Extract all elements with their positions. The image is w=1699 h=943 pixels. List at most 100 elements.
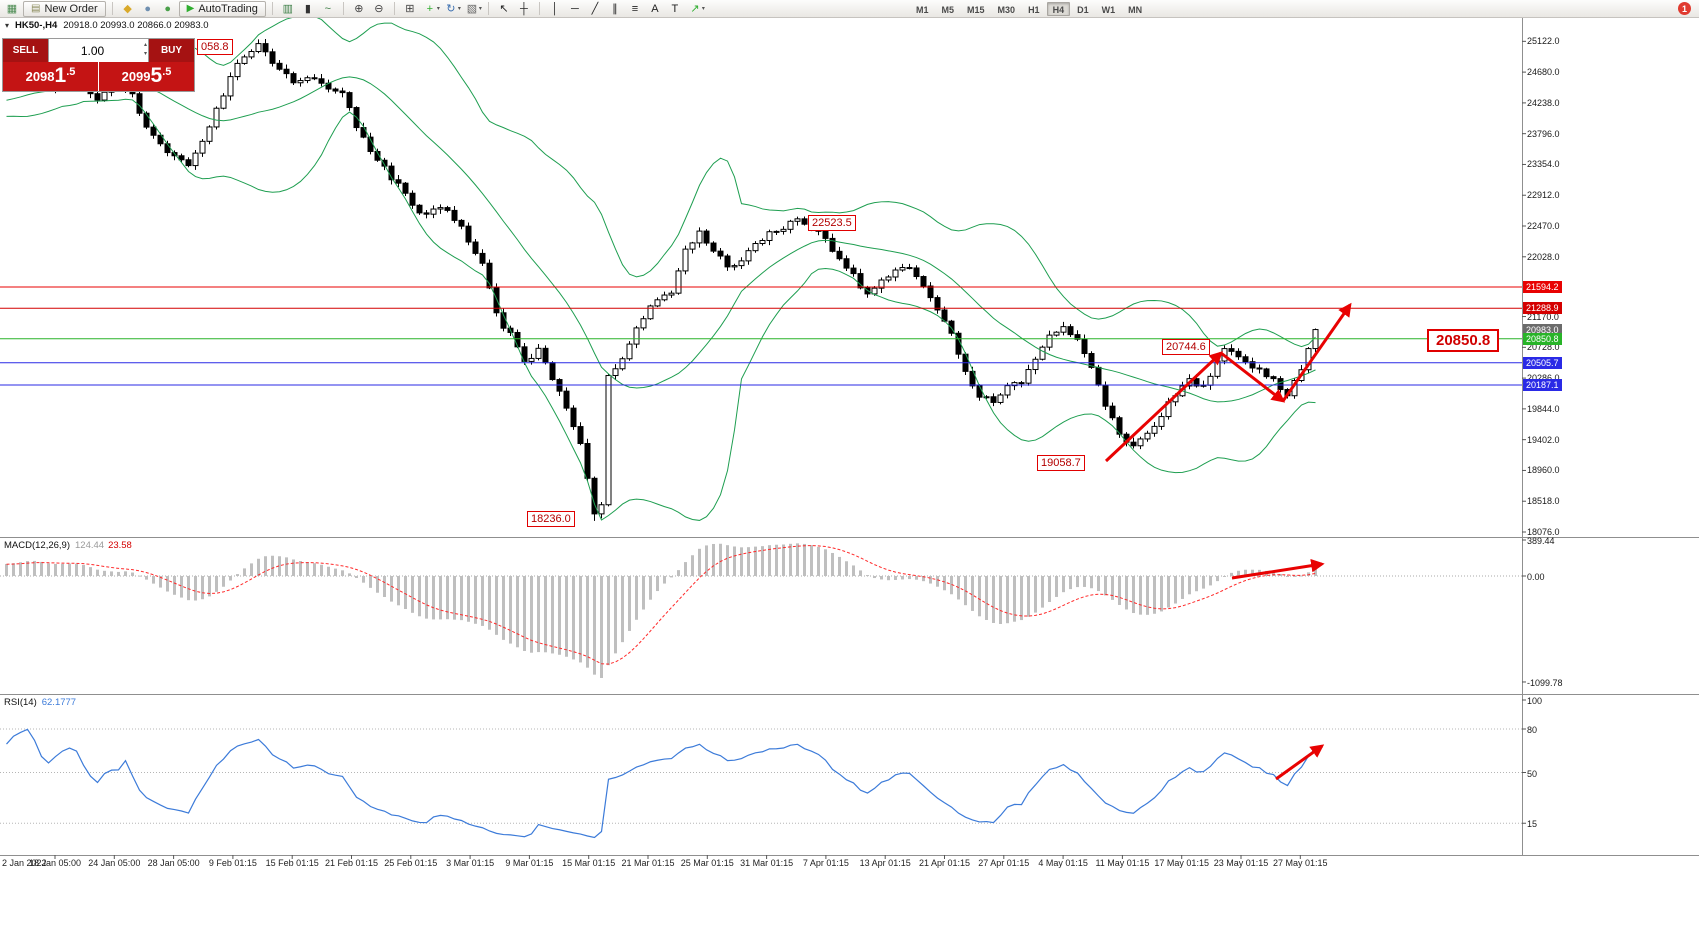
cursor-icon[interactable]: ↖ — [499, 2, 509, 15]
chevron-down-icon[interactable]: ▾ — [5, 21, 10, 30]
scripts-icon[interactable]: ● — [144, 2, 151, 15]
buy-price-main: 2099 — [121, 69, 151, 84]
toolbar-separator — [271, 2, 273, 15]
market-watch-icon[interactable]: ● — [164, 2, 171, 15]
time-axis-label: 9 Feb 01:15 — [208, 858, 257, 868]
play-icon: ▶ — [186, 3, 195, 14]
macd-axis-label: -1099.78 — [1527, 677, 1563, 688]
fibonacci-icon[interactable]: ≡ — [631, 2, 639, 15]
trend-arrow[interactable] — [1231, 558, 1325, 580]
line-chart-icon[interactable]: ~ — [324, 2, 332, 15]
text-icon[interactable]: A — [651, 2, 659, 15]
label-icon[interactable]: T — [671, 2, 679, 15]
chevron-down-icon[interactable]: ▾ — [436, 6, 440, 12]
timeframe-h4[interactable]: H4 — [1046, 2, 1071, 16]
rsi-value: 62.1777 — [41, 697, 77, 708]
time-axis-label: 27 Apr 01:15 — [978, 858, 1030, 868]
price-annotation[interactable]: 20744.6 — [1162, 339, 1210, 355]
vertical-line-icon[interactable]: │ — [551, 2, 559, 15]
crosshair-icon[interactable]: ┼ — [520, 2, 528, 15]
buy-price-button[interactable]: 2099 5.5 — [99, 62, 194, 91]
timeframe-m15[interactable]: M15 — [967, 5, 985, 15]
price-annotation[interactable]: 058.8 — [197, 39, 233, 55]
price-axis-tag: 20187.1 — [1523, 378, 1562, 391]
zoom-in-icon[interactable]: ⊕ — [354, 2, 364, 15]
template-icon[interactable]: ▧ — [466, 2, 478, 15]
notifications-badge[interactable]: 1 — [1678, 2, 1691, 15]
trend-arrow[interactable] — [1275, 744, 1325, 781]
price-annotation[interactable]: 20850.8 — [1427, 329, 1500, 352]
tile-windows-icon[interactable]: ⊞ — [405, 2, 415, 15]
channel-icon[interactable]: ∥ — [612, 2, 618, 15]
timeframe-m30[interactable]: M30 — [997, 5, 1016, 15]
macd-axis-label: 389.44 — [1527, 536, 1555, 546]
bar-chart-icon[interactable]: ▥ — [282, 2, 294, 15]
price-axis-tick: 18076.0 — [1527, 527, 1560, 537]
sell-price-main: 2098 — [25, 69, 55, 84]
chart-window-icon[interactable]: ▦ — [6, 2, 18, 15]
time-axis-label: 17 May 01:15 — [1154, 858, 1209, 868]
chevron-down-icon[interactable]: ▾ — [478, 6, 482, 12]
macd-label: MACD(12,26,9) 124.44 23.58 — [4, 540, 132, 551]
sell-button[interactable]: SELL — [3, 39, 48, 62]
chevron-down-icon[interactable]: ▾ — [457, 6, 461, 12]
rsi-axis-label: 50 — [1527, 768, 1538, 779]
sell-price-button[interactable]: 2098 1.5 — [3, 62, 99, 91]
chart-ohlc-readout: ▾ HK50-,H4 20918.0 20993.0 20866.0 20983… — [5, 20, 209, 31]
toolbar-separator — [111, 2, 113, 15]
volume-box: ▴▾ — [48, 39, 149, 62]
timeframe-d1[interactable]: D1 — [1077, 5, 1089, 15]
candlestick-chart-icon[interactable]: ▮ — [304, 2, 311, 15]
timeframe-m5[interactable]: M5 — [941, 5, 955, 15]
rsi-layer — [0, 728, 1522, 839]
time-axis-label: 2 Jan 2022 — [2, 858, 47, 868]
volume-spinner[interactable]: ▴ ▾ — [143, 42, 147, 57]
price-axis-tick: 22912.0 — [1527, 190, 1560, 201]
price-axis-tag: 20505.7 — [1523, 356, 1562, 369]
ohlc-values: 20918.0 20993.0 20866.0 20983.0 — [63, 20, 209, 31]
autotrading-button[interactable]: ▶ AutoTrading — [178, 0, 266, 17]
timeframe-h1[interactable]: H1 — [1028, 5, 1040, 15]
price-axis-tick: 23796.0 — [1527, 128, 1560, 139]
toolbar-separator — [393, 2, 395, 15]
toolbar-separator — [342, 2, 344, 15]
cycle-icon[interactable]: ↻ — [446, 2, 456, 15]
chevron-down-icon[interactable]: ▾ — [701, 6, 705, 12]
trend-arrow[interactable] — [1104, 351, 1223, 463]
time-axis-label: 25 Feb 01:15 — [384, 858, 438, 868]
price-axis-tick: 25122.0 — [1527, 36, 1560, 47]
macd-signal-value: 23.58 — [108, 540, 132, 551]
rsi-label: RSI(14) 62.1777 — [4, 697, 77, 708]
price-annotation[interactable]: 22523.5 — [808, 215, 856, 231]
time-axis-label: 15 Feb 01:15 — [265, 858, 319, 868]
zoom-out-icon[interactable]: ⊖ — [374, 2, 384, 15]
horizontal-line-icon[interactable]: ─ — [571, 2, 579, 15]
rsi-axis-label: 15 — [1527, 819, 1538, 830]
trend-arrow[interactable] — [1281, 302, 1352, 402]
price-axis-tag: 20983.0 — [1523, 323, 1562, 336]
volume-input[interactable] — [49, 39, 148, 62]
trend-arrow[interactable] — [1220, 351, 1286, 403]
price-annotation[interactable]: 19058.7 — [1037, 455, 1085, 471]
buy-price-fraction: .5 — [162, 66, 172, 78]
price-axis-tick: 24238.0 — [1527, 97, 1560, 108]
buy-button[interactable]: BUY — [149, 39, 194, 62]
price-axis-tick: 19844.0 — [1527, 403, 1560, 414]
timeframe-mn[interactable]: MN — [1128, 5, 1143, 15]
indicators-icon[interactable]: + — [426, 2, 434, 15]
arrows-icon[interactable]: ↗ — [690, 2, 700, 15]
expert-advisors-icon[interactable]: ◆ — [123, 2, 132, 15]
trendline-icon[interactable]: ╱ — [591, 2, 599, 15]
symbol-period-label: HK50-,H4 — [15, 20, 58, 31]
toolbar-separator — [538, 2, 540, 15]
new-order-button[interactable]: ▤ New Order — [23, 0, 106, 17]
price-annotation[interactable]: 18236.0 — [527, 511, 575, 527]
timeframe-m1[interactable]: M1 — [916, 5, 929, 15]
price-axis-tick: 18960.0 — [1527, 465, 1560, 476]
price-axis-tag: 21594.2 — [1523, 281, 1562, 293]
timeframe-w1[interactable]: W1 — [1101, 5, 1116, 15]
sell-price-fraction: .5 — [66, 66, 76, 78]
